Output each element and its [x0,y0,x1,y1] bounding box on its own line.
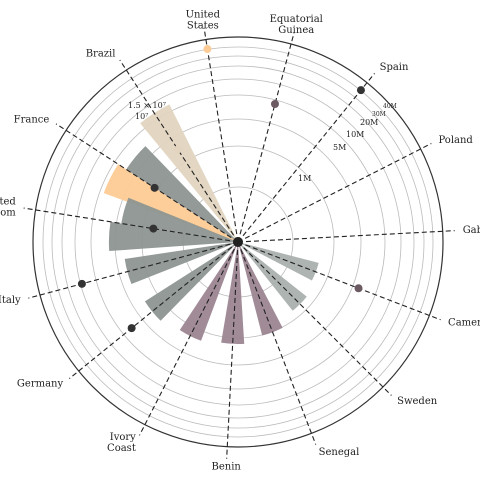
label-line: United [186,9,221,20]
label-sweden: Sweden [397,396,438,407]
bar-france-0 [103,164,238,242]
label-gabon: Gabon [463,225,480,236]
label-line: Gabon [463,225,480,236]
bar-cameroon-0 [238,242,319,281]
label-italy: Italy [0,295,21,306]
grid-rings [32,36,444,448]
spoke-france [55,123,239,243]
spokes [23,27,455,459]
label-line: France [14,114,50,125]
grid-ring [51,55,425,429]
label-cameroon: Cameroon [448,318,480,329]
grid-ring [42,46,434,438]
spoke-united-states [203,27,239,243]
spoke-sweden [237,241,392,396]
label-germany: Germany [17,379,64,390]
label-line: Guinea [278,25,314,36]
grid-ring [61,65,415,419]
ring-label-10m: 10M [346,130,364,139]
label-line: Benin [212,462,242,473]
marker-germany [127,324,136,333]
bar-benin-0 [221,242,245,345]
label-poland: Poland [438,135,473,146]
ring-label-1e7: 10⁷ [135,112,148,121]
bar-brazil-0 [140,104,238,242]
marker-italy [77,279,86,288]
marker-united-kingdom [149,224,158,233]
label-line: Coast [107,443,136,454]
grid-ring [90,94,386,390]
spoke-gabon [237,230,455,243]
markers [77,45,365,333]
label-brazil: Brazil [86,48,116,59]
ring-label-20m: 20M [360,118,378,127]
label-line: Kingdom [0,207,16,218]
label-spain: Spain [380,62,409,73]
label-line: Cameroon [448,318,480,329]
label-united-states: United States [186,9,221,31]
ring-label-40m: 40M [383,103,397,110]
label-equatorial-guinea: Equatorial Guinea [270,14,323,36]
marker-united-states [203,45,212,54]
ring-labels: 1M 5M 10M 20M 30M 40M 1.5 × 10⁷ 10⁷ [128,101,397,183]
spoke-senegal [237,241,317,445]
ring-label-1-5e7: 1.5 × 10⁷ [128,101,166,110]
label-line: Ivory [110,432,136,443]
label-benin: Benin [212,462,242,473]
spoke-italy [28,241,239,299]
spoke-united-kingdom [23,207,239,243]
label-france: France [14,114,50,125]
bar-united-kingdom-1 [121,197,238,242]
label-united-kingdom: UnitedKingdom [0,196,16,218]
marker-cameroon [354,284,363,293]
label-line: Italy [0,295,21,306]
label-line: Germany [17,379,64,390]
label-line: States [187,20,219,31]
marker-equatorial-guinea [270,99,279,108]
label-line: Poland [438,135,473,146]
label-line: United [0,196,16,207]
bar-italy-0 [124,242,238,284]
label-ivory-coast: Ivory Coast [107,432,136,454]
bar-ivory-coast-0 [179,242,238,341]
spoke-benin [226,241,239,459]
label-line: Senegal [319,447,360,458]
spoke-spain [237,73,375,243]
spoke-cameroon [237,241,441,321]
label-line: Spain [380,62,409,73]
ring-label-1m: 1M [298,174,311,183]
bar-united-kingdom-0 [108,221,238,252]
spoke-ivory-coast [138,241,239,436]
label-senegal: Senegal [319,447,360,458]
ring-label-30m: 30M [372,111,386,118]
marker-france [150,183,159,192]
bar-senegal-0 [238,242,283,336]
marker-spain [356,86,365,95]
label-line: Sweden [397,396,438,407]
marker-brazil [173,145,182,154]
ring-label-5m: 5M [333,143,346,152]
spoke-equatorial-guinea [237,32,295,243]
label-line: Equatorial [270,14,323,25]
label-line: Brazil [86,48,116,59]
spoke-poland [237,142,432,243]
bar-germany-0 [144,242,238,321]
outer-ring [32,36,444,448]
grid-ring [74,78,402,406]
spoke-germany [69,241,239,379]
center-hub [233,237,243,247]
bar-france-1 [126,146,238,242]
